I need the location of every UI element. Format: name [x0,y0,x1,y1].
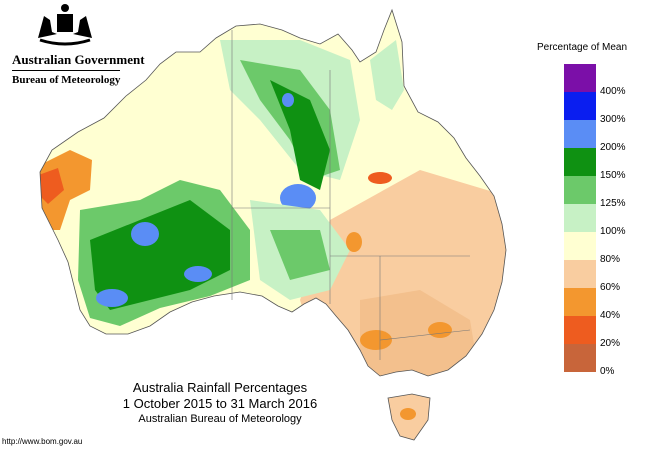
legend-swatch [564,92,596,120]
map-caption: Australia Rainfall Percentages 1 October… [90,380,350,426]
legend-label: 40% [600,310,621,321]
legend-swatch [564,316,596,344]
legend-colorbar [564,64,596,372]
caption-title: Australia Rainfall Percentages [132,380,308,395]
legend-label: 60% [600,282,621,293]
legend-swatch [564,176,596,204]
source-url[interactable]: http://www.bom.gov.au [2,437,83,446]
legend-label: 150% [600,170,626,181]
coat-of-arms-icon [38,4,92,46]
caption-period: 1 October 2015 to 31 March 2016 [122,396,318,411]
legend-label: 200% [600,142,626,153]
legend-swatch [564,260,596,288]
legend-label: 300% [600,114,626,125]
legend-label: 20% [600,338,621,349]
caption-source: Australian Bureau of Meteorology [138,413,302,425]
legend-swatch [564,204,596,232]
legend-swatch [564,288,596,316]
legend-label: 100% [600,226,626,237]
legend-title: Percentage of Mean [537,42,628,53]
legend-swatch [564,232,596,260]
legend-label: 400% [600,86,626,97]
government-title: Australian Government [12,52,145,67]
legend-label: 125% [600,198,626,209]
bureau-title: Bureau of Meteorology [12,74,121,86]
legend-swatch [564,120,596,148]
legend-label: 80% [600,254,621,265]
legend-swatch [564,64,596,92]
header-divider [12,70,120,71]
legend-swatch [564,344,596,372]
legend-label: 0% [600,366,615,377]
legend-swatch [564,148,596,176]
